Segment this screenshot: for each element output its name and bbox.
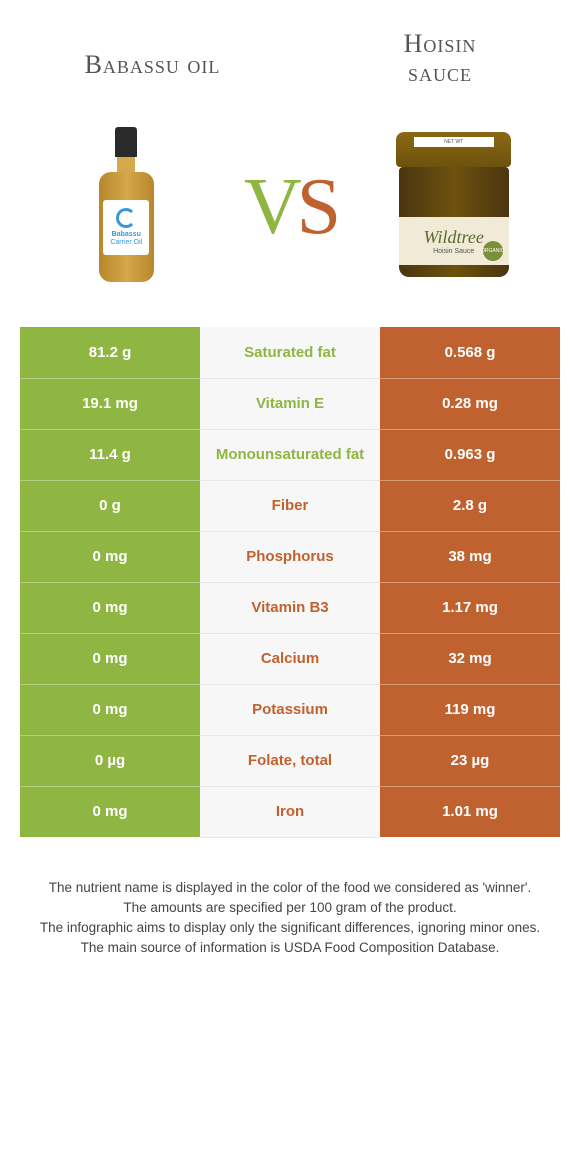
jar-icon: NET WT Wildtree Hoisin Sauce ORGANIC <box>394 132 514 282</box>
value-right: 32 mg <box>380 633 560 684</box>
nutrient-label: Saturated fat <box>200 327 380 378</box>
footer-line4: The main source of information is USDA F… <box>30 938 550 958</box>
jar-lid-label: NET WT <box>414 137 494 147</box>
jar-brand: Wildtree <box>424 227 484 248</box>
bottle-icon: Babassu Carrier Oil <box>99 127 154 287</box>
table-row: 0 mgPotassium119 mg <box>20 684 560 735</box>
value-left: 0 mg <box>20 684 200 735</box>
nutrient-label: Calcium <box>200 633 380 684</box>
nutrient-label: Folate, total <box>200 735 380 786</box>
table-row: 0 mgVitamin B31.17 mg <box>20 582 560 633</box>
footer-line2: The amounts are specified per 100 gram o… <box>30 898 550 918</box>
footer-line3: The infographic aims to display only the… <box>30 918 550 938</box>
title-right: Hoisin sauce <box>340 30 540 87</box>
footer-notes: The nutrient name is displayed in the co… <box>0 838 580 979</box>
vs-s: S <box>297 162 337 253</box>
value-right: 38 mg <box>380 531 560 582</box>
value-right: 1.01 mg <box>380 786 560 837</box>
value-left: 19.1 mg <box>20 378 200 429</box>
value-left: 0 g <box>20 480 200 531</box>
vs-text: VS <box>244 162 336 253</box>
comparison-table: 81.2 gSaturated fat0.568 g19.1 mgVitamin… <box>20 327 560 838</box>
table-row: 19.1 mgVitamin E0.28 mg <box>20 378 560 429</box>
footer-line1: The nutrient name is displayed in the co… <box>30 878 550 898</box>
value-right: 119 mg <box>380 684 560 735</box>
product-left-image: Babassu Carrier Oil <box>51 117 201 297</box>
value-left: 0 mg <box>20 582 200 633</box>
vs-v: V <box>244 162 297 253</box>
products-row: Babassu Carrier Oil VS NET WT Wildtree H… <box>0 97 580 327</box>
table-row: 0 mgCalcium32 mg <box>20 633 560 684</box>
table-row: 81.2 gSaturated fat0.568 g <box>20 327 560 378</box>
bottle-logo-icon <box>116 208 136 228</box>
title-right-line1: Hoisin <box>404 29 477 58</box>
value-right: 0.568 g <box>380 327 560 378</box>
table-row: 0 mgIron1.01 mg <box>20 786 560 837</box>
value-right: 0.28 mg <box>380 378 560 429</box>
table-row: 0 gFiber2.8 g <box>20 480 560 531</box>
jar-sub: Hoisin Sauce <box>433 248 474 255</box>
value-left: 81.2 g <box>20 327 200 378</box>
nutrient-label: Monounsaturated fat <box>200 429 380 480</box>
value-right: 23 µg <box>380 735 560 786</box>
nutrient-label: Vitamin B3 <box>200 582 380 633</box>
title-right-line2: sauce <box>408 58 472 87</box>
organic-badge-icon: ORGANIC <box>483 241 503 261</box>
nutrient-label: Fiber <box>200 480 380 531</box>
value-left: 11.4 g <box>20 429 200 480</box>
table-row: 0 µgFolate, total23 µg <box>20 735 560 786</box>
nutrient-label: Iron <box>200 786 380 837</box>
value-left: 0 mg <box>20 786 200 837</box>
nutrient-label: Potassium <box>200 684 380 735</box>
header: Babassu oil Hoisin sauce <box>0 0 580 97</box>
nutrient-label: Vitamin E <box>200 378 380 429</box>
table-row: 0 mgPhosphorus38 mg <box>20 531 560 582</box>
bottle-brand-line1: Babassu <box>112 231 141 238</box>
value-left: 0 mg <box>20 633 200 684</box>
value-right: 1.17 mg <box>380 582 560 633</box>
value-left: 0 µg <box>20 735 200 786</box>
product-right-image: NET WT Wildtree Hoisin Sauce ORGANIC <box>379 117 529 297</box>
nutrient-label: Phosphorus <box>200 531 380 582</box>
table-row: 11.4 gMonounsaturated fat0.963 g <box>20 429 560 480</box>
title-left: Babassu oil <box>40 30 265 87</box>
bottle-brand-line2: Carrier Oil <box>110 239 142 246</box>
value-left: 0 mg <box>20 531 200 582</box>
value-right: 0.963 g <box>380 429 560 480</box>
value-right: 2.8 g <box>380 480 560 531</box>
